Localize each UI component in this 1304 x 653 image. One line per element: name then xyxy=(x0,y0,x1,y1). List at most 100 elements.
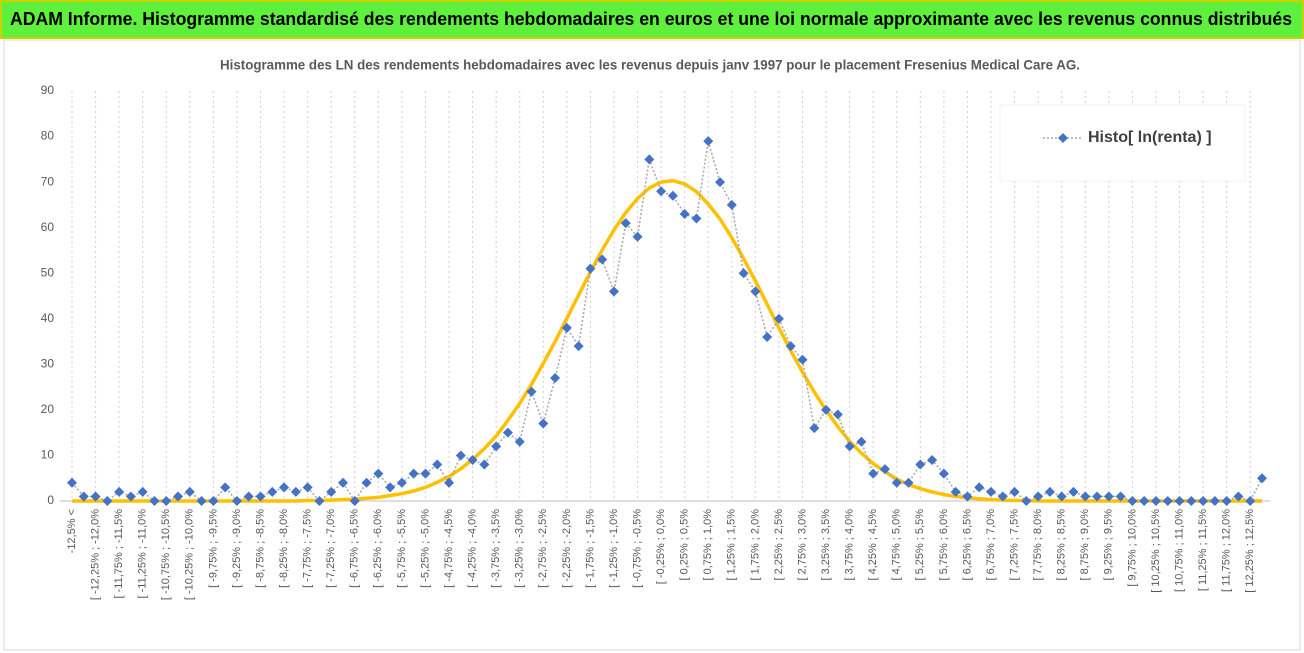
x-tick-label: [ -7,75% ; -7,5% xyxy=(302,509,314,588)
data-point xyxy=(879,464,890,475)
x-tick-label: [ 11,75% ; 12,0% xyxy=(1221,509,1233,592)
data-point xyxy=(1174,496,1185,506)
data-point xyxy=(1139,496,1150,506)
data-point xyxy=(585,263,596,274)
y-tick-label: 20 xyxy=(41,402,55,416)
data-point xyxy=(302,482,313,493)
data-point xyxy=(491,441,502,452)
data-point xyxy=(514,436,525,447)
data-point xyxy=(1127,496,1138,506)
header-bar xyxy=(0,0,1304,39)
data-point xyxy=(1257,473,1267,484)
data-point xyxy=(1209,496,1220,506)
data-point xyxy=(349,496,360,506)
data-point xyxy=(1044,486,1055,497)
data-point xyxy=(573,341,584,352)
data-point xyxy=(137,486,148,497)
x-tick-label: [ 1,75% ; 2,0% xyxy=(749,509,761,581)
data-point xyxy=(67,477,77,488)
x-tick-label: [ -4,25% ; -4,0% xyxy=(467,509,479,588)
data-point xyxy=(679,209,690,219)
data-point xyxy=(1221,496,1232,506)
data-point xyxy=(467,455,478,465)
data-point xyxy=(785,341,796,352)
data-point xyxy=(703,136,714,147)
y-tick-label: 0 xyxy=(47,493,54,507)
data-point xyxy=(149,496,160,506)
x-tick-label: [ 3,25% ; 3,5% xyxy=(820,509,832,581)
data-point xyxy=(715,177,726,188)
x-tick-label: [ 11,25% ; 11,5% xyxy=(1197,509,1209,591)
x-tick-label: [ -11,75% ; -11,5% xyxy=(113,509,125,599)
data-point xyxy=(1186,496,1197,506)
data-point xyxy=(243,491,254,502)
data-point xyxy=(1245,496,1256,506)
x-tick-label: [ -5,75% ; -5,5% xyxy=(396,509,408,588)
data-point xyxy=(90,491,101,502)
series-line xyxy=(72,178,1262,503)
y-tick-label: 30 xyxy=(41,357,55,371)
data-point xyxy=(868,468,879,479)
data-point xyxy=(373,468,384,479)
x-tick-label: [ -6,75% ; -6,5% xyxy=(349,509,361,588)
x-tick-label: [ 0,75% ; 1,0% xyxy=(702,509,714,581)
data-point xyxy=(408,468,419,479)
data-point xyxy=(891,477,902,488)
x-tick-label: [ -3,25% ; -3,0% xyxy=(514,509,526,588)
data-point xyxy=(1080,491,1091,502)
data-point xyxy=(550,373,561,383)
data-point xyxy=(797,354,808,365)
x-tick-label: [ 5,75% ; 6,0% xyxy=(938,509,950,581)
y-tick-label: 70 xyxy=(41,174,55,188)
data-point xyxy=(773,313,784,324)
data-point xyxy=(762,332,773,342)
data-point xyxy=(809,423,820,434)
data-point xyxy=(986,486,997,497)
y-tick-label: 40 xyxy=(41,311,55,325)
x-tick-label: [ 2,25% ; 2,5% xyxy=(773,509,785,581)
data-point xyxy=(220,482,231,493)
data-point xyxy=(608,286,619,297)
y-tick-label: 90 xyxy=(41,83,55,97)
y-tick-label: 10 xyxy=(41,448,55,462)
data-point xyxy=(279,482,290,493)
data-point xyxy=(950,486,961,497)
x-tick-label: [ 6,75% ; 7,0% xyxy=(985,509,997,581)
data-point xyxy=(114,486,125,497)
data-point xyxy=(738,268,749,279)
x-tick-label: [ -9,25% ; -9,0% xyxy=(231,509,243,588)
data-point xyxy=(290,486,301,497)
y-tick-label: 50 xyxy=(41,265,55,279)
x-tick-label: [ -4,75% ; -4,5% xyxy=(443,509,455,588)
legend-marker xyxy=(1058,133,1068,143)
x-tick-label: [ -1,75% ; -1,5% xyxy=(584,509,596,588)
x-tick-label: [ -7,25% ; -7,0% xyxy=(325,509,337,588)
x-tick-label: -12,5% < xyxy=(66,509,78,553)
x-tick-label: [ -6,25% ; -6,0% xyxy=(372,509,384,588)
data-point xyxy=(479,459,490,470)
data-point xyxy=(526,386,537,397)
data-point xyxy=(903,477,914,488)
data-point xyxy=(502,427,513,438)
data-point xyxy=(1233,491,1244,502)
data-point xyxy=(1162,496,1173,506)
data-point xyxy=(667,190,678,201)
x-tick-label: [ -2,25% ; -2,0% xyxy=(561,509,573,588)
data-point xyxy=(821,404,832,415)
x-tick-label: [ -12,25% ; -12,0% xyxy=(89,509,101,600)
chart-frame xyxy=(3,39,1301,651)
x-tick-label: [ 0,25% ; 0,5% xyxy=(679,509,691,581)
header-title: ADAM Informe. Histogramme standardisé de… xyxy=(10,9,1292,29)
data-point xyxy=(1103,491,1114,502)
data-point xyxy=(208,496,219,506)
x-tick-label: [ -8,75% ; -8,5% xyxy=(254,509,266,588)
x-tick-label: [ -0,75% ; -0,5% xyxy=(631,509,643,588)
data-point xyxy=(125,491,136,502)
y-tick-label: 80 xyxy=(41,129,55,143)
x-tick-label: [ 8,75% ; 9,0% xyxy=(1079,509,1091,581)
data-point xyxy=(396,477,407,488)
x-tick-label: [ 9,25% ; 9,5% xyxy=(1103,509,1115,581)
data-point xyxy=(561,322,572,333)
data-point xyxy=(750,286,761,297)
